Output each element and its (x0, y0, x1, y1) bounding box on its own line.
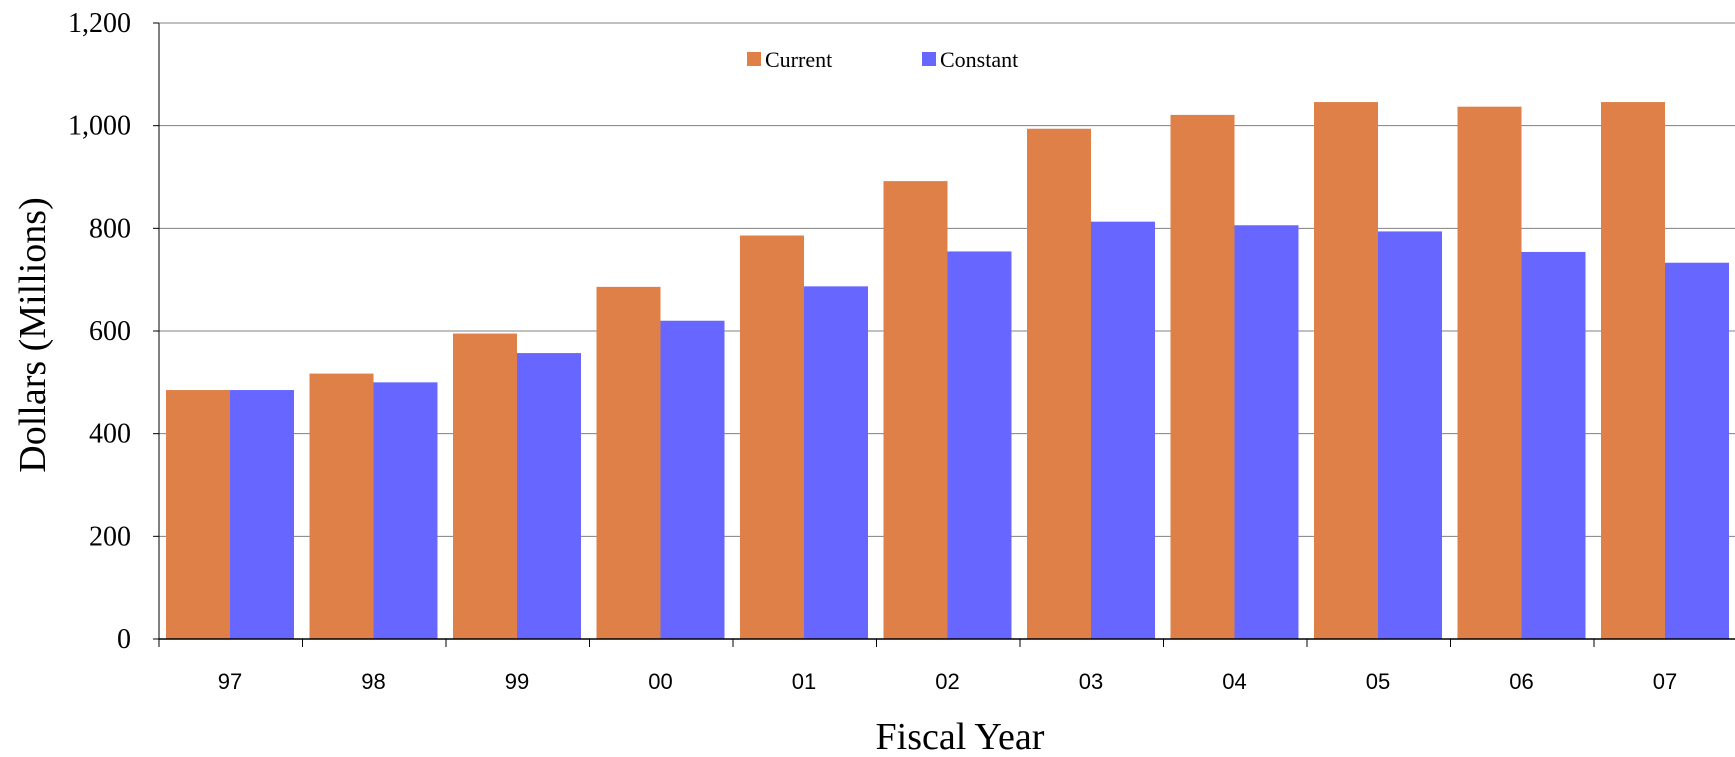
x-tick-label: 99 (505, 669, 529, 694)
x-tick-label: 06 (1509, 669, 1533, 694)
bar-constant-00 (660, 320, 725, 639)
x-tick-labels: 97 98 99 00 01 02 03 04 05 06 07 (218, 669, 1677, 694)
x-tick-label: 04 (1222, 669, 1246, 694)
x-tick-label: 97 (218, 669, 242, 694)
y-tick-label: 400 (89, 419, 131, 450)
axes (153, 22, 1735, 647)
bar-current-06 (1457, 106, 1522, 639)
x-tick-label: 03 (1079, 669, 1103, 694)
legend: Current Constant (747, 47, 1018, 72)
legend-swatch-constant (922, 52, 936, 66)
bar-constant-07 (1665, 262, 1729, 639)
legend-swatch-current (747, 52, 761, 66)
y-tick-label: 1,200 (68, 8, 131, 39)
bar-current-01 (740, 235, 804, 639)
x-tick-label: 07 (1653, 669, 1677, 694)
bar-constant-05 (1378, 231, 1442, 639)
y-tick-label: 800 (89, 213, 131, 244)
bar-current-03 (1027, 128, 1091, 639)
bar-current-97 (166, 390, 230, 639)
x-tick-label: 98 (361, 669, 385, 694)
bar-current-04 (1170, 114, 1235, 640)
bar-current-05 (1314, 102, 1378, 639)
bar-current-99 (453, 333, 517, 639)
bar-constant-04 (1234, 225, 1299, 639)
y-axis-title: Dollars (Millions) (12, 197, 54, 472)
y-tick-label: 600 (89, 316, 131, 347)
bar-constant-02 (947, 251, 1012, 639)
x-tick-label: 01 (792, 669, 816, 694)
x-tick-label: 00 (648, 669, 672, 694)
bar-current-00 (596, 286, 661, 639)
y-tick-label: 200 (89, 521, 131, 552)
y-tick-label: 1,000 (68, 111, 131, 142)
bar-current-02 (883, 181, 948, 639)
x-axis-title: Fiscal Year (876, 716, 1045, 757)
bar-current-07 (1601, 102, 1665, 639)
y-tick-labels: 0 200 400 600 800 1,000 1,200 (68, 8, 131, 655)
x-tick-label: 05 (1366, 669, 1390, 694)
bar-current-98 (309, 373, 374, 639)
bar-constant-01 (804, 286, 868, 639)
bar-constant-99 (517, 353, 581, 639)
bar-constant-98 (373, 382, 438, 639)
bar-constant-03 (1091, 221, 1155, 639)
legend-label-constant: Constant (940, 47, 1018, 72)
bars (166, 102, 1729, 640)
x-tick-label: 02 (935, 669, 959, 694)
bar-constant-97 (230, 390, 294, 639)
bar-constant-06 (1521, 251, 1586, 640)
legend-label-current: Current (765, 47, 832, 72)
y-tick-label: 0 (117, 624, 131, 655)
